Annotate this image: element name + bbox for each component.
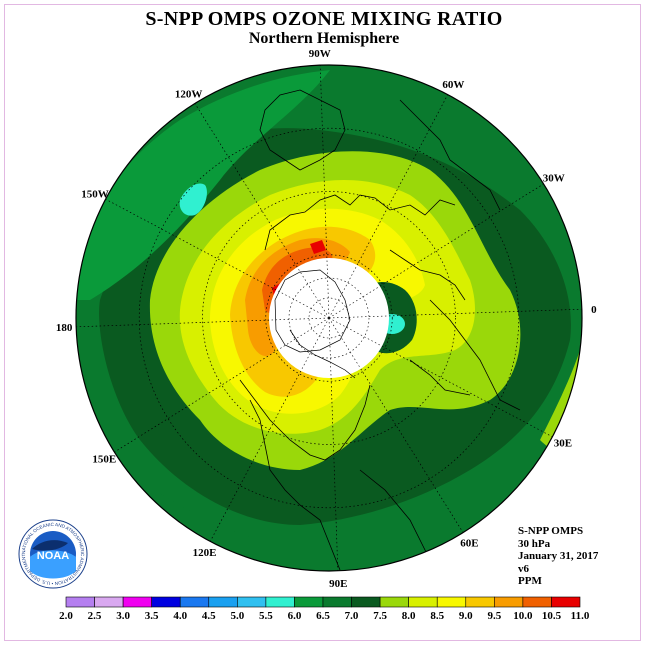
info-units: PPM — [518, 575, 542, 587]
meridian-line — [209, 370, 302, 542]
info-block: S-NPP OMPS 30 hPa January 31, 2017 v6 PP… — [518, 525, 598, 588]
info-version: v6 — [518, 562, 529, 575]
meridian-line — [319, 65, 328, 259]
field-6-0-cyan-spot — [179, 183, 207, 216]
longitude-label: 90E — [329, 578, 347, 590]
longitude-label: 150E — [92, 453, 116, 465]
info-date: January 31, 2017 — [518, 550, 599, 562]
longitude-label: 90W — [309, 48, 331, 60]
latitude-circle — [265, 254, 393, 382]
map-subtitle: Northern Hemisphere — [248, 30, 400, 47]
noaa-logo: NOAA NATIONAL OCEANIC AND ATMOSPHERIC AD… — [18, 519, 88, 589]
longitude-label: 30E — [554, 437, 572, 449]
meridian-line — [360, 368, 464, 533]
polar-coastlines — [274, 269, 356, 379]
meridian-line — [330, 377, 339, 571]
meridian-line — [194, 103, 298, 268]
polar-latitude-circle — [288, 277, 370, 359]
figure-frame — [4, 4, 641, 641]
meridian-line — [388, 308, 582, 317]
info-level: 30 hPa — [518, 537, 551, 550]
meridian-line — [114, 349, 279, 453]
map-border — [75, 64, 583, 572]
longitude-label: 60E — [460, 538, 478, 550]
longitude-label: 120W — [175, 88, 203, 100]
meridian-line — [379, 183, 544, 287]
meridian-line — [381, 345, 553, 438]
longitude-label: 150W — [81, 189, 109, 201]
meridian-line — [105, 198, 277, 291]
longitude-labels: 90E 60E 30E 0 30W 60W 90W 120W 150W 180 150E 120E — [56, 48, 597, 590]
latitude-circle — [138, 127, 520, 509]
polar-graticule — [269, 258, 389, 378]
polar-latitude-circle — [308, 297, 350, 339]
meridian-line — [76, 319, 270, 328]
longitude-label: 30W — [543, 173, 565, 185]
longitude-label: 180 — [56, 322, 73, 334]
info-instrument: S-NPP OMPS — [518, 525, 584, 537]
longitude-label: 60W — [442, 79, 464, 91]
latitude-circle — [202, 191, 456, 445]
longitude-label: 120E — [193, 547, 217, 559]
graticule — [76, 65, 582, 571]
longitude-label: 0 — [591, 304, 597, 316]
logo-text: NOAA — [37, 550, 69, 562]
field-10-5-b — [310, 240, 326, 254]
meridian-line — [356, 94, 449, 266]
coastlines — [239, 89, 521, 571]
map-title: S-NPP OMPS OZONE MIXING RATIO — [145, 8, 503, 30]
